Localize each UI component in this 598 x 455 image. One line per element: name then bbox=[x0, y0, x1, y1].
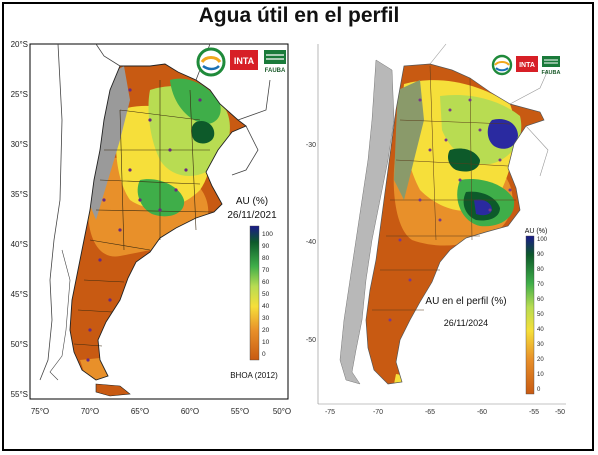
right-logo-fauba-text: FAUBA bbox=[542, 70, 561, 76]
right-legend-tick: 100 bbox=[537, 237, 548, 243]
left-logo-inta-icon bbox=[230, 50, 258, 70]
left-lon-label: 55°O bbox=[231, 407, 249, 416]
left-logo-swirl-icon bbox=[196, 47, 226, 77]
left-lon-label: 75°O bbox=[31, 407, 49, 416]
right-logo-fauba-icon bbox=[542, 56, 560, 67]
right-legend-tick: 70 bbox=[537, 282, 544, 288]
left-chile-coast bbox=[49, 249, 71, 381]
left-lat-label: 35°S bbox=[11, 190, 28, 199]
right-chile-shape bbox=[339, 59, 395, 385]
left-legend-tick: 10 bbox=[262, 339, 270, 346]
right-lon-label: -50 bbox=[555, 409, 565, 416]
right-legend-tick: 0 bbox=[537, 387, 541, 393]
left-legend: AU (%) 26/11/2021 100 90 80 70 60 50 40 … bbox=[227, 196, 278, 380]
right-lat-label: -50 bbox=[306, 337, 316, 344]
left-logos: INTA FAUBA bbox=[196, 47, 286, 77]
left-legend-tick: 20 bbox=[262, 327, 270, 334]
right-neighbour-borders bbox=[429, 43, 549, 177]
right-annotation-title: AU en el perfil (%) bbox=[425, 296, 506, 307]
left-lat-label: 50°S bbox=[11, 340, 28, 349]
right-legend-tick: 60 bbox=[537, 297, 544, 303]
left-province-borders bbox=[73, 80, 215, 347]
left-logo-fauba-icon bbox=[264, 50, 286, 64]
left-lat-label: 45°S bbox=[11, 290, 28, 299]
right-legend-tick: 90 bbox=[537, 252, 544, 258]
right-lat-label: -30 bbox=[306, 142, 316, 149]
right-lat-label: -40 bbox=[306, 239, 316, 246]
left-lat-label: 40°S bbox=[11, 240, 28, 249]
left-tierra-del-fuego bbox=[95, 383, 131, 397]
right-province-borders bbox=[372, 65, 516, 311]
figure-title: Agua útil en el perfil bbox=[198, 4, 400, 27]
right-logo-swirl-icon bbox=[491, 54, 513, 76]
left-legend-tick: 50 bbox=[262, 291, 270, 298]
left-legend-tick: 90 bbox=[262, 243, 270, 250]
left-source-label: BHOA (2012) bbox=[230, 371, 278, 380]
left-station-dots bbox=[86, 88, 202, 362]
right-lon-label: -65 bbox=[425, 409, 435, 416]
left-legend-tick: 80 bbox=[262, 255, 270, 262]
right-logos: INTA FAUBA bbox=[491, 54, 561, 76]
right-logo-inta-icon bbox=[516, 56, 538, 72]
left-legend-tick: 100 bbox=[262, 231, 273, 238]
left-map: 20°S 25°S 30°S 35°S 40°S 45°S 50°S 55°S … bbox=[11, 40, 292, 416]
left-legend-tick: 30 bbox=[262, 315, 270, 322]
right-lon-label: -75 bbox=[325, 409, 335, 416]
left-lat-label: 25°S bbox=[11, 90, 28, 99]
left-lon-label: 60°O bbox=[181, 407, 199, 416]
left-lat-label: 20°S bbox=[11, 40, 28, 49]
right-legend-tick: 10 bbox=[537, 372, 544, 378]
right-lon-label: -60 bbox=[477, 409, 487, 416]
left-legend-tick: 40 bbox=[262, 303, 270, 310]
right-argentina-outline bbox=[365, 63, 545, 385]
right-lon-label: -55 bbox=[529, 409, 539, 416]
left-legend-colorbar bbox=[249, 225, 260, 361]
left-lon-label: 65°O bbox=[131, 407, 149, 416]
right-legend-tick: 80 bbox=[537, 267, 544, 273]
left-logo-fauba-text: FAUBA bbox=[265, 68, 286, 74]
right-logo-inta-text: INTA bbox=[519, 62, 535, 69]
left-logo-inta-text: INTA bbox=[234, 56, 255, 66]
right-map: -30 -40 -50 -75 -70 -65 -60 -55 -50 INTA… bbox=[306, 43, 566, 416]
left-legend-tick: 60 bbox=[262, 279, 270, 286]
right-legend: AU (%) 100 90 80 70 60 50 40 30 20 10 0 bbox=[525, 228, 548, 395]
left-lat-label: 30°S bbox=[11, 140, 28, 149]
left-lat-label: 55°S bbox=[11, 390, 28, 399]
right-legend-tick: 40 bbox=[537, 327, 544, 333]
right-legend-title: AU (%) bbox=[525, 228, 548, 235]
left-legend-tick: 0 bbox=[262, 351, 266, 358]
left-legend-date: 26/11/2021 bbox=[227, 210, 277, 221]
left-lon-label: 50°O bbox=[273, 407, 291, 416]
right-legend-tick: 20 bbox=[537, 357, 544, 363]
right-lon-label: -70 bbox=[373, 409, 383, 416]
left-lon-label: 70°O bbox=[81, 407, 99, 416]
right-legend-tick: 30 bbox=[537, 342, 544, 348]
left-legend-title: AU (%) bbox=[236, 196, 268, 207]
left-argentina-outline bbox=[69, 63, 247, 381]
right-station-dots bbox=[388, 98, 512, 322]
right-legend-tick: 50 bbox=[537, 312, 544, 318]
right-legend-colorbar bbox=[525, 235, 535, 395]
right-annotation-date: 26/11/2024 bbox=[444, 318, 488, 328]
left-legend-tick: 70 bbox=[262, 267, 270, 274]
